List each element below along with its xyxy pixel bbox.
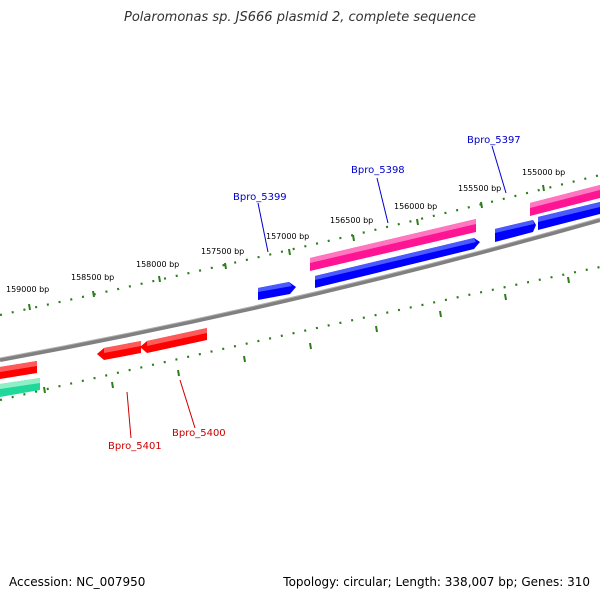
major-ticks-outer — [28, 184, 545, 311]
major-ticks-inner — [43, 276, 570, 394]
tick-label: 157500 bp — [201, 247, 244, 256]
map-title: Polaromonas sp. JS666 plasmid 2, complet… — [123, 10, 476, 25]
tick-label: 157000 bp — [266, 232, 309, 241]
tick-label: 158500 bp — [71, 273, 114, 282]
gene-label-bpro-5401: Bpro_5401 — [108, 441, 162, 452]
accession-text: Accession: NC_007950 — [9, 575, 146, 589]
tick-label: 156500 bp — [330, 216, 373, 225]
label-leaders — [126, 145, 507, 439]
gene-label-bpro-5397: Bpro_5397 — [467, 135, 521, 146]
gene-label-bpro-5400: Bpro_5400 — [172, 428, 226, 439]
tick-label: 156000 bp — [394, 202, 437, 211]
gene-label-bpro-5398: Bpro_5398 — [351, 165, 405, 176]
tick-labels: 159000 bp 158500 bp 158000 bp 157500 bp … — [6, 168, 565, 294]
gene-label-bpro-5399: Bpro_5399 — [233, 192, 287, 203]
outer-tick-track — [0, 173, 600, 317]
tick-label: 155000 bp — [522, 168, 565, 177]
tick-label: 158000 bp — [136, 260, 179, 269]
tick-label: 155500 bp — [458, 184, 501, 193]
sequence-summary: Topology: circular; Length: 338,007 bp; … — [283, 575, 590, 589]
plasmid-backbone — [0, 218, 600, 362]
gene-labels[interactable]: Bpro_5397 Bpro_5398 Bpro_5399 Bpro_5400 … — [108, 135, 521, 452]
inner-tick-track — [0, 265, 600, 402]
tick-label: 159000 bp — [6, 285, 49, 294]
